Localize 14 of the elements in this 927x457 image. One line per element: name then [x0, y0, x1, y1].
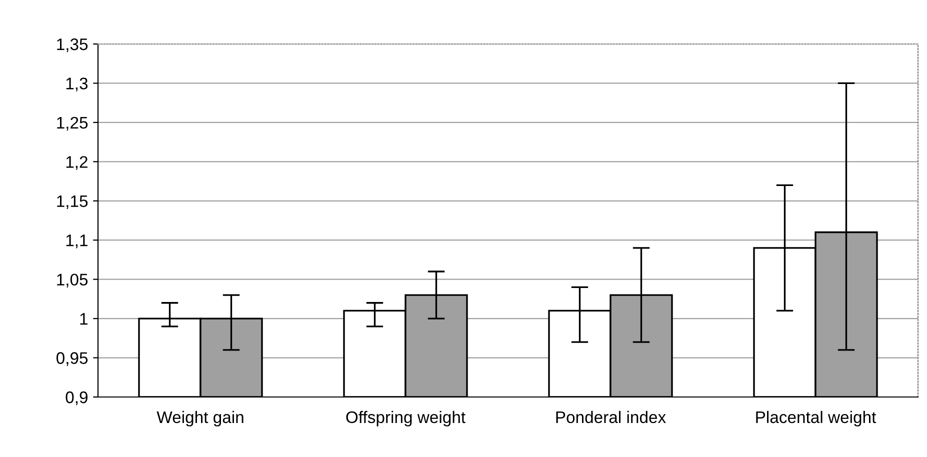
x-tick-label: Placental weight	[756, 410, 876, 426]
x-tick-label: Offspring weight	[346, 410, 466, 426]
y-tick-label: 1,1	[66, 234, 88, 248]
y-tick-label: 1,05	[57, 274, 88, 288]
y-tick-label: 1	[80, 313, 88, 325]
y-tick-label: 1,3	[66, 78, 88, 92]
y-tick-label: 1,2	[66, 156, 88, 170]
x-tick-label: Ponderal index	[556, 410, 666, 424]
y-tick-label: 1,25	[57, 116, 88, 131]
y-tick-label: 1,15	[57, 195, 88, 210]
y-tick-label: 1,35	[57, 38, 88, 52]
x-tick-label: Weight gain	[156, 410, 244, 426]
y-tick-label: 0,95	[56, 352, 88, 366]
y-tick-label: 0,9	[66, 391, 88, 406]
